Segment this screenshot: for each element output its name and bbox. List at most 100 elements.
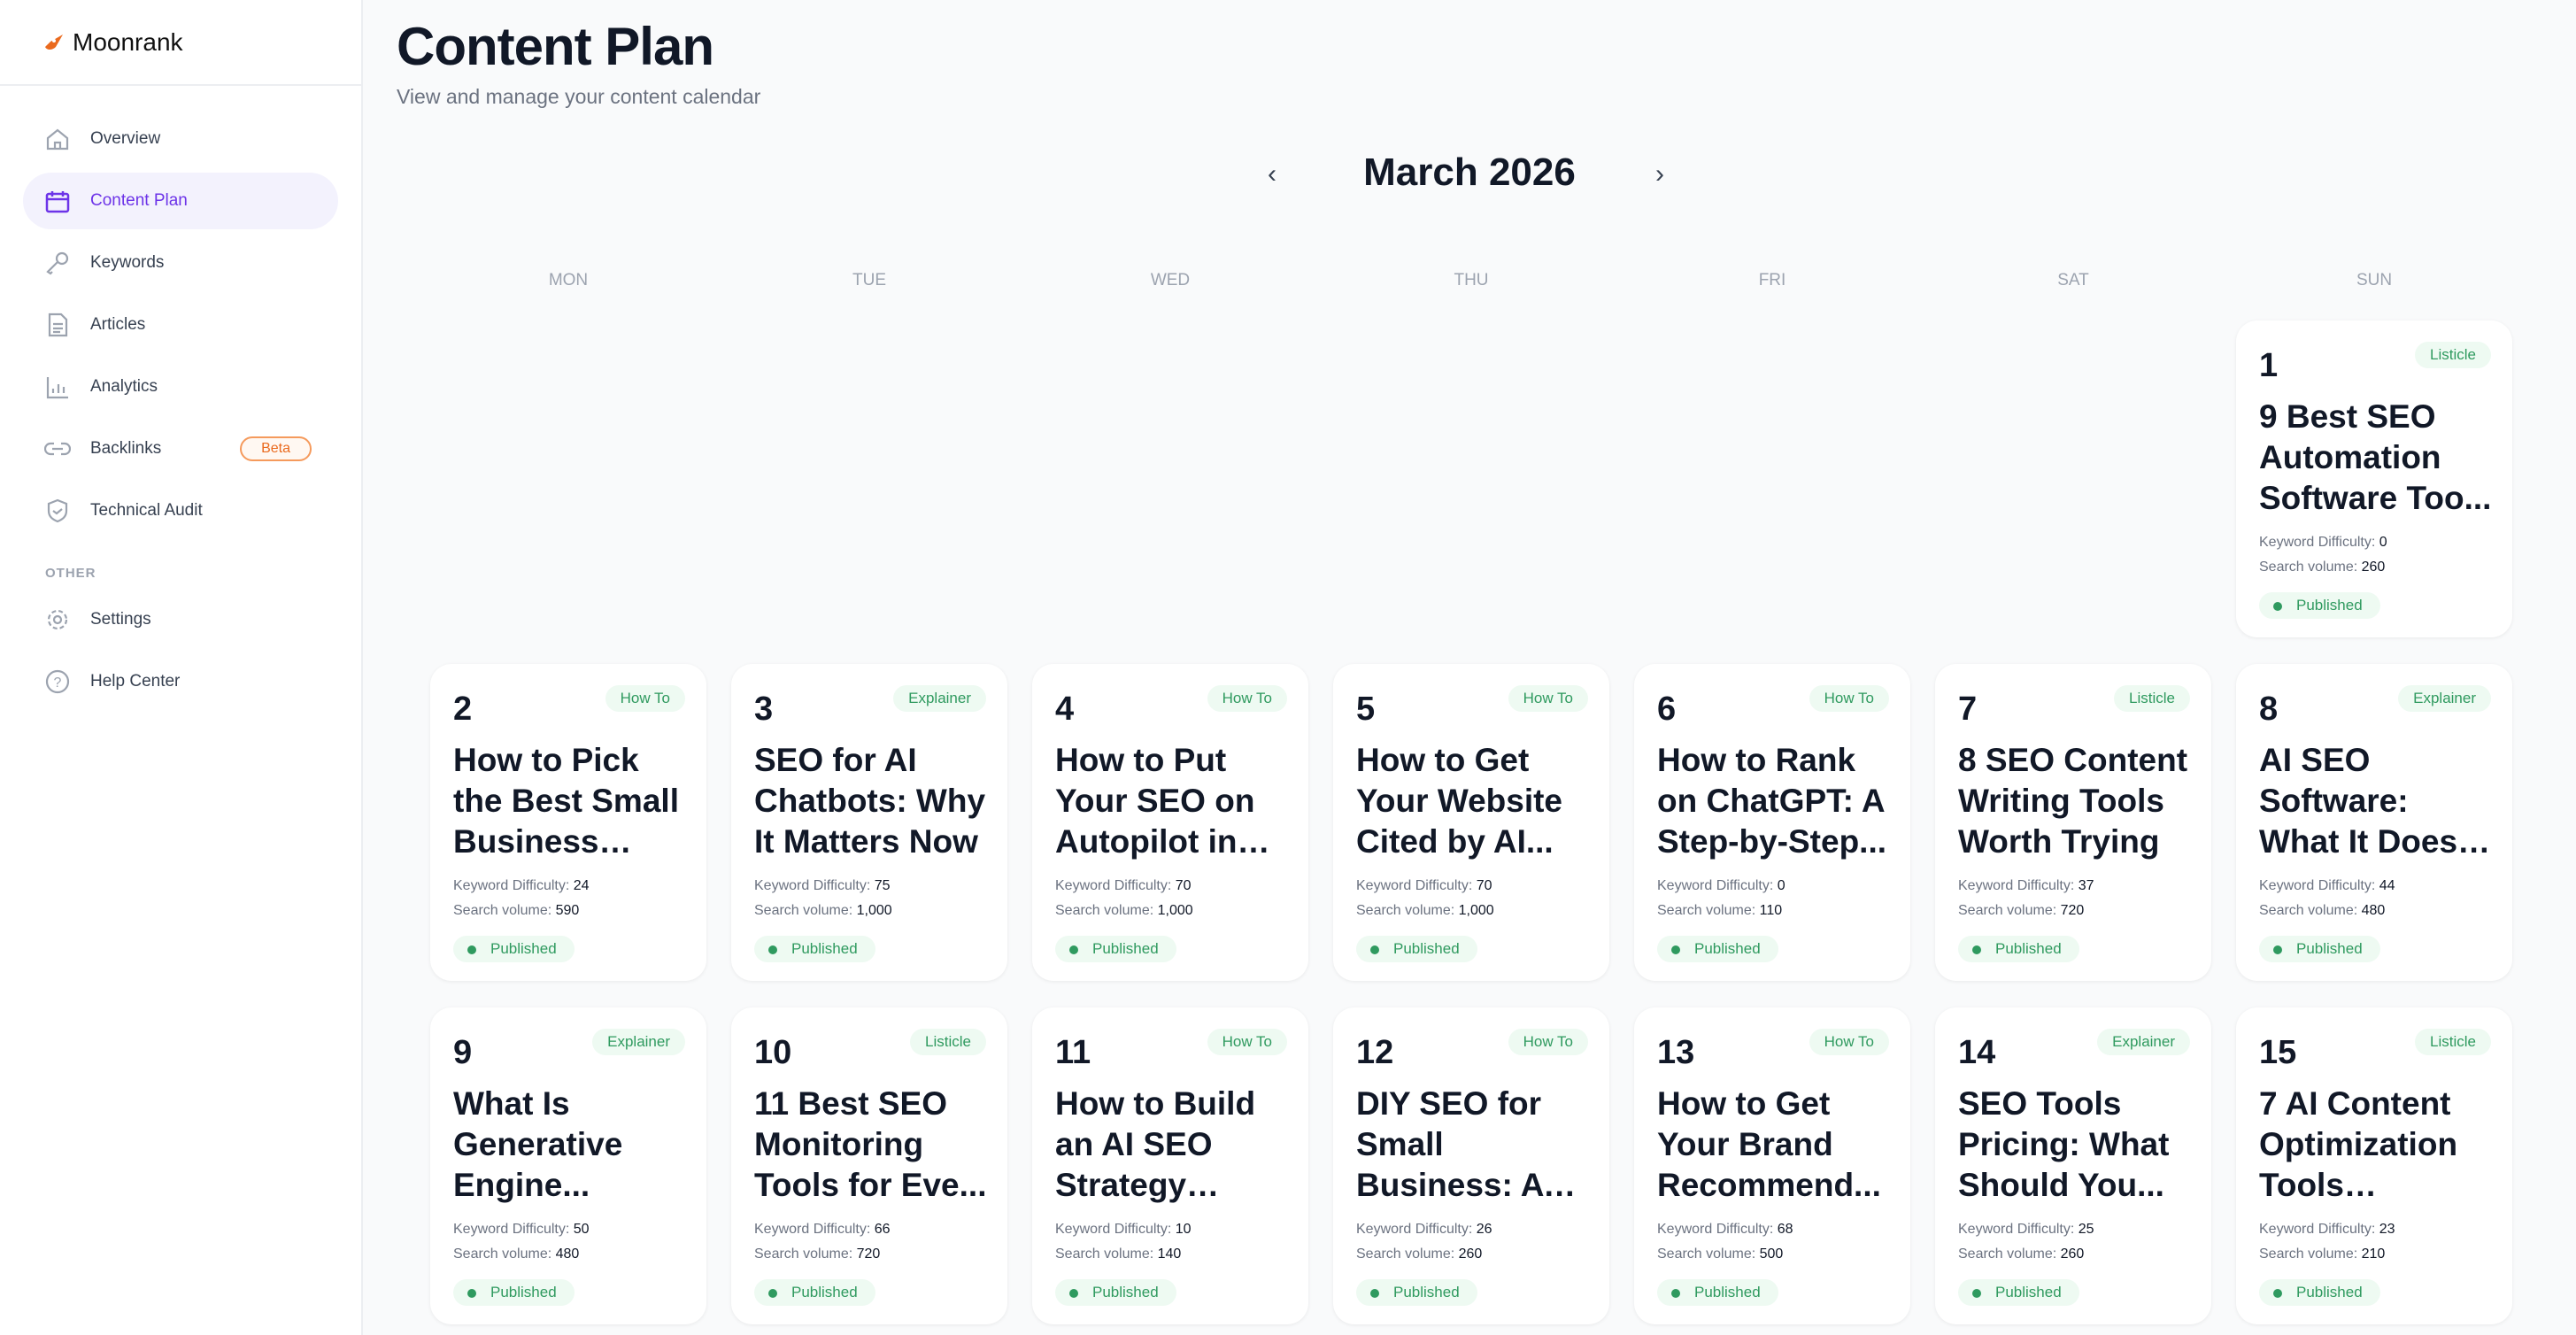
keyword-difficulty: Keyword Difficulty: 23 bbox=[2259, 1222, 2395, 1238]
content-type-badge: Explainer bbox=[592, 1029, 685, 1055]
status-badge: Published bbox=[1958, 1279, 2079, 1306]
search-volume: Search volume: 720 bbox=[1958, 903, 2084, 919]
calendar-day-card[interactable]: 2 How To How to Pick the Best Small Busi… bbox=[430, 664, 706, 981]
sidebar-item-keywords[interactable]: Keywords bbox=[23, 235, 338, 291]
next-month-button[interactable]: › bbox=[1655, 159, 1664, 189]
calendar-day-card[interactable]: 7 Listicle 8 SEO Content Writing Tools W… bbox=[1935, 664, 2211, 981]
weekday-header: FRI bbox=[1758, 271, 1786, 289]
sv-value: 480 bbox=[555, 1246, 580, 1262]
calendar-day-card[interactable]: 8 Explainer AI SEO Software: What It Doe… bbox=[2236, 664, 2512, 981]
content-type-badge: Listicle bbox=[2415, 342, 2491, 368]
weekday-header: TUE bbox=[852, 271, 886, 289]
document-icon bbox=[48, 313, 68, 337]
kd-value: 70 bbox=[1476, 878, 1492, 893]
day-number: 7 bbox=[1958, 691, 1978, 728]
sv-label: Search volume: bbox=[1958, 903, 2057, 918]
status-badge: Published bbox=[453, 936, 575, 962]
kd-value: 37 bbox=[2078, 878, 2094, 893]
sv-value: 260 bbox=[1458, 1246, 1483, 1262]
day-number: 6 bbox=[1657, 691, 1677, 728]
shield-icon bbox=[47, 498, 68, 523]
search-volume: Search volume: 480 bbox=[453, 1246, 579, 1262]
sidebar-item-label: Technical Audit bbox=[90, 501, 203, 520]
article-title: SEO for AI Chatbots: Why It Matters Now bbox=[754, 742, 986, 860]
status-badge: Published bbox=[453, 1279, 575, 1306]
kd-label: Keyword Difficulty: bbox=[1356, 878, 1473, 893]
logo[interactable]: Moonrank bbox=[0, 0, 361, 86]
sv-label: Search volume: bbox=[1055, 903, 1154, 918]
search-volume: Search volume: 1,000 bbox=[1356, 903, 1494, 919]
sv-label: Search volume: bbox=[2259, 1246, 2358, 1262]
calendar-day-card[interactable]: 12 How To DIY SEO for Small Business: A … bbox=[1333, 1007, 1609, 1324]
kd-label: Keyword Difficulty: bbox=[453, 878, 570, 893]
search-volume: Search volume: 140 bbox=[1055, 1246, 1181, 1262]
page-title: Content Plan bbox=[397, 17, 714, 76]
keyword-difficulty: Keyword Difficulty: 26 bbox=[1356, 1222, 1492, 1238]
calendar-day-card[interactable]: 15 Listicle 7 AI Content Optimization To… bbox=[2236, 1007, 2512, 1324]
kd-label: Keyword Difficulty: bbox=[453, 1222, 570, 1237]
home-icon bbox=[46, 128, 69, 150]
sidebar-item-analytics[interactable]: Analytics bbox=[23, 359, 338, 415]
calendar-day-card[interactable]: 3 Explainer SEO for AI Chatbots: Why It … bbox=[731, 664, 1007, 981]
sidebar-item-label: Keywords bbox=[90, 253, 165, 272]
sidebar-item-technical-audit[interactable]: Technical Audit bbox=[23, 482, 338, 539]
content-type-badge: How To bbox=[1207, 685, 1287, 712]
keyword-difficulty: Keyword Difficulty: 75 bbox=[754, 878, 891, 894]
day-number: 5 bbox=[1356, 691, 1376, 728]
calendar-icon bbox=[45, 191, 70, 213]
search-volume: Search volume: 110 bbox=[1657, 903, 1782, 919]
kd-label: Keyword Difficulty: bbox=[2259, 878, 2376, 893]
kd-value: 68 bbox=[1777, 1222, 1793, 1237]
kd-value: 0 bbox=[2379, 535, 2387, 550]
kd-label: Keyword Difficulty: bbox=[1657, 1222, 1774, 1237]
sidebar-item-content-plan[interactable]: Content Plan bbox=[23, 173, 338, 229]
kd-value: 26 bbox=[1476, 1222, 1492, 1237]
sv-label: Search volume: bbox=[453, 1246, 552, 1262]
kd-label: Keyword Difficulty: bbox=[2259, 1222, 2376, 1237]
calendar-day-card[interactable]: 6 How To How to Rank on ChatGPT: A Step-… bbox=[1634, 664, 1910, 981]
article-title: How to Build an AI SEO Strategy That... bbox=[1055, 1085, 1256, 1203]
sidebar-item-overview[interactable]: Overview bbox=[23, 111, 338, 167]
link-icon bbox=[44, 442, 71, 456]
calendar-day-card[interactable]: 14 Explainer SEO Tools Pricing: What Sho… bbox=[1935, 1007, 2211, 1324]
sidebar-item-label: Analytics bbox=[90, 377, 158, 396]
sidebar-item-help-center[interactable]: ? Help Center bbox=[23, 653, 338, 710]
content-type-badge: How To bbox=[605, 685, 685, 712]
sidebar: Moonrank Overview Content Plan Keywords … bbox=[0, 0, 363, 1335]
sidebar-item-label: Settings bbox=[90, 610, 151, 629]
status-badge: Published bbox=[2259, 592, 2380, 619]
search-volume: Search volume: 260 bbox=[2259, 559, 2385, 575]
status-badge: Published bbox=[1055, 936, 1176, 962]
sidebar-item-label: Overview bbox=[90, 129, 161, 148]
search-volume: Search volume: 590 bbox=[453, 903, 579, 919]
sv-label: Search volume: bbox=[2259, 903, 2358, 918]
status-badge: Published bbox=[1657, 936, 1778, 962]
keyword-difficulty: Keyword Difficulty: 10 bbox=[1055, 1222, 1192, 1238]
kd-label: Keyword Difficulty: bbox=[754, 878, 871, 893]
sv-value: 260 bbox=[2060, 1246, 2085, 1262]
status-badge: Published bbox=[1657, 1279, 1778, 1306]
keyword-difficulty: Keyword Difficulty: 0 bbox=[1657, 878, 1785, 894]
calendar-day-card[interactable]: 5 How To How to Get Your Website Cited b… bbox=[1333, 664, 1609, 981]
article-title: AI SEO Software: What It Does ... bbox=[2259, 742, 2458, 860]
weekday-header: SAT bbox=[2057, 271, 2089, 289]
sidebar-item-settings[interactable]: Settings bbox=[23, 591, 338, 648]
calendar-day-card[interactable]: 9 Explainer What Is Generative Engine...… bbox=[430, 1007, 706, 1324]
sidebar-item-articles[interactable]: Articles bbox=[23, 297, 338, 353]
calendar-day-card[interactable]: 4 How To How to Put Your SEO on Autopilo… bbox=[1032, 664, 1308, 981]
calendar-day-card[interactable]: 10 Listicle 11 Best SEO Monitoring Tools… bbox=[731, 1007, 1007, 1324]
sv-label: Search volume: bbox=[1958, 1246, 2057, 1262]
prev-month-button[interactable]: ‹ bbox=[1268, 159, 1276, 189]
kd-value: 75 bbox=[874, 878, 891, 893]
calendar-day-card[interactable]: 11 How To How to Build an AI SEO Strateg… bbox=[1032, 1007, 1308, 1324]
kd-label: Keyword Difficulty: bbox=[1055, 878, 1172, 893]
calendar-day-card[interactable]: 1 Listicle 9 Best SEO Automation Softwar… bbox=[2236, 320, 2512, 637]
kd-label: Keyword Difficulty: bbox=[2259, 535, 2376, 550]
status-badge: Published bbox=[2259, 936, 2380, 962]
content-type-badge: How To bbox=[1508, 1029, 1588, 1055]
svg-text:?: ? bbox=[54, 675, 62, 691]
content-type-badge: Explainer bbox=[2398, 685, 2491, 712]
kd-value: 44 bbox=[2379, 878, 2395, 893]
calendar-day-card[interactable]: 13 How To How to Get Your Brand Recommen… bbox=[1634, 1007, 1910, 1324]
sidebar-item-backlinks[interactable]: Backlinks Beta bbox=[23, 421, 338, 477]
